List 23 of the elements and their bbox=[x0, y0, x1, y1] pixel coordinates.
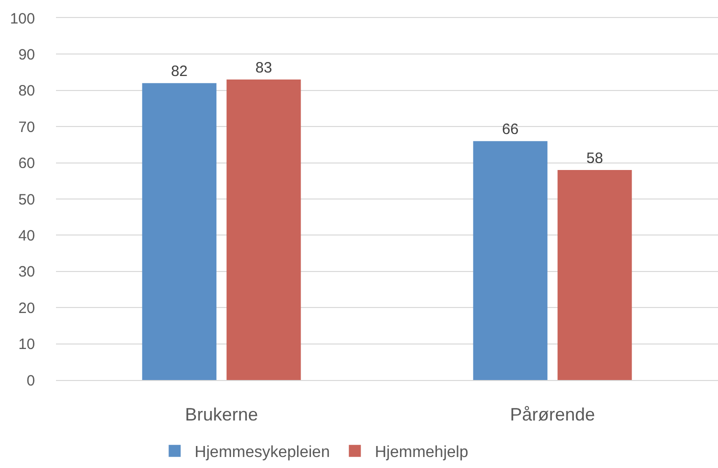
bar bbox=[226, 80, 301, 380]
legend-label: Hjemmesykepleien bbox=[194, 444, 330, 462]
x-tick-label: Pårørende bbox=[510, 404, 596, 425]
bar bbox=[142, 83, 216, 380]
data-label: 82 bbox=[170, 63, 188, 80]
y-tick-label: 0 bbox=[26, 372, 35, 390]
data-label: 66 bbox=[502, 121, 519, 138]
y-tick-label: 40 bbox=[18, 227, 35, 244]
y-tick-label: 80 bbox=[18, 82, 35, 100]
y-tick-label: 10 bbox=[18, 336, 35, 354]
legend-label: Hjemmehjelp bbox=[374, 444, 468, 462]
data-label: 83 bbox=[255, 60, 272, 77]
bar bbox=[558, 170, 632, 380]
y-tick-label: 20 bbox=[18, 300, 35, 317]
y-tick-label: 30 bbox=[18, 264, 35, 281]
y-tick-label: 100 bbox=[10, 10, 35, 28]
y-tick-label: 50 bbox=[18, 191, 35, 208]
y-tick-label: 60 bbox=[18, 155, 35, 172]
y-tick-label: 70 bbox=[18, 118, 35, 136]
x-tick-label: Brukerne bbox=[184, 404, 258, 425]
data-label: 58 bbox=[586, 150, 604, 168]
bar bbox=[473, 141, 548, 380]
y-tick-label: 90 bbox=[18, 46, 35, 64]
